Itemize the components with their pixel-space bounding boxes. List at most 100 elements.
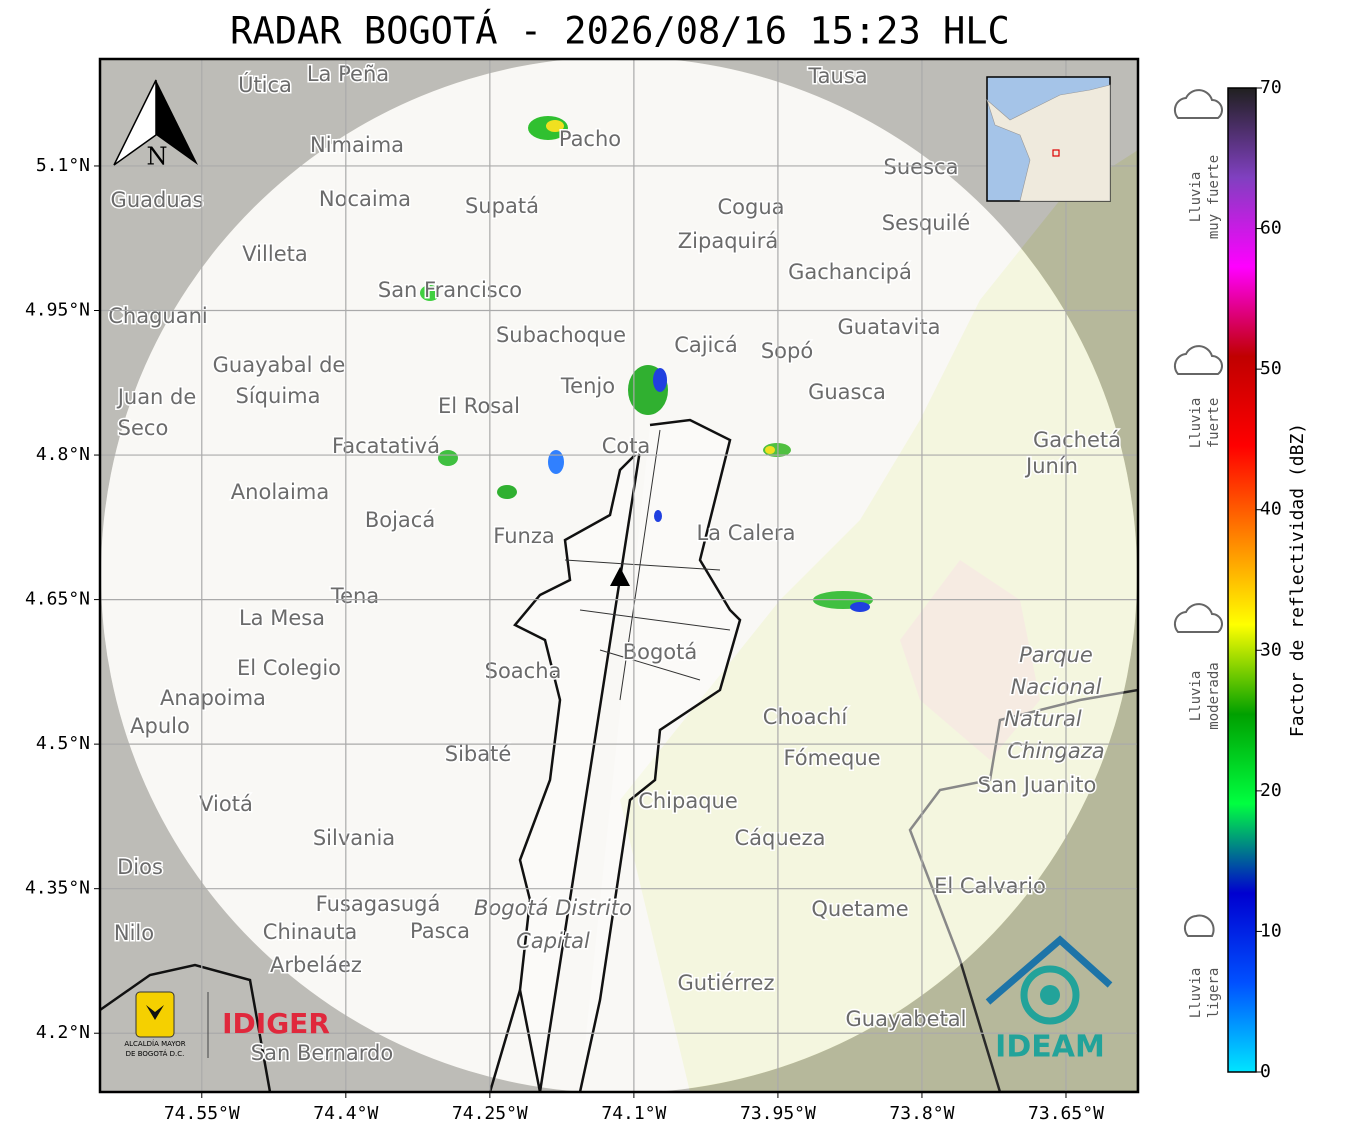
y-tick-label: 4.5°N: [36, 733, 90, 754]
map-frame: [98, 57, 1140, 1094]
place-label: Guasca: [808, 380, 886, 404]
place-label: Facatativá: [332, 434, 440, 458]
place-label: Silvania: [313, 826, 395, 850]
place-label: Cáqueza: [735, 826, 826, 850]
place-label: Junín: [1024, 454, 1078, 478]
x-tick-label: 74.1°W: [601, 1103, 666, 1124]
logo-text: DE BOGOTÁ D.C.: [126, 1049, 185, 1058]
alcaldia-logo: ALCALDÍA MAYOR DE BOGOTÁ D.C. IDIGER: [124, 991, 330, 1058]
place-label: Síquima: [236, 384, 321, 408]
y-tick-label: 4.95°N: [25, 300, 90, 321]
y-tick-label: 4.2°N: [36, 1022, 90, 1043]
inset-map: [986, 76, 1111, 202]
place-label: Gachancipá: [788, 260, 912, 284]
colorbar-tick-label: 10: [1260, 920, 1282, 941]
rain-class-label: moderada: [1206, 662, 1222, 729]
north-arrow: N: [113, 79, 198, 171]
place-label: Soacha: [485, 659, 562, 683]
x-tick-label: 73.95°W: [740, 1103, 816, 1124]
north-label: N: [147, 143, 168, 171]
radar-site: [610, 567, 630, 586]
place-label: La Peña: [307, 62, 389, 86]
place-label: Anapoima: [160, 686, 266, 710]
place-label: Guatavita: [838, 315, 941, 339]
x-tick-label: 74.25°W: [452, 1103, 528, 1124]
place-label: Gutiérrez: [678, 971, 775, 995]
place-label: Nacional: [1011, 675, 1102, 699]
colorbar-tick-label: 70: [1260, 77, 1282, 98]
y-tick-label: 4.65°N: [25, 589, 90, 610]
place-label: Dios: [117, 855, 163, 879]
rain-icons: [1173, 89, 1223, 937]
ideam-logo: IDEAM: [985, 935, 1113, 1065]
place-label: Guayabal de: [213, 353, 346, 377]
place-label: Sibaté: [445, 742, 512, 766]
x-tick-label: 73.65°W: [1028, 1103, 1104, 1124]
y-tick-label: 4.8°N: [36, 444, 90, 465]
place-label: Fusagasugá: [316, 892, 441, 916]
place-label: Sesquilé: [882, 211, 970, 235]
place-label: El Rosal: [438, 394, 520, 418]
place-label: Nocaima: [319, 187, 411, 211]
logo-text: ALCALDÍA MAYOR: [124, 1039, 185, 1048]
border-west: [100, 963, 522, 1092]
rain-class-label: ligera: [1206, 968, 1222, 1019]
place-label: Fómeque: [783, 746, 880, 770]
colorbar-tick-label: 40: [1260, 499, 1282, 520]
place-label: Chipaque: [638, 789, 738, 813]
place-label: Pasca: [410, 919, 470, 943]
place-label: Anolaima: [231, 480, 329, 504]
bogota-boundary: [513, 418, 742, 1092]
colorbar-tick-label: 20: [1260, 780, 1282, 801]
place-label: Útica: [238, 72, 292, 97]
place-label: El Colegio: [237, 656, 341, 680]
place-label: Cogua: [717, 195, 784, 219]
place-label: Bogotá Distrito: [474, 896, 632, 920]
place-label: Chinauta: [263, 920, 357, 944]
place-label: Natural: [1004, 707, 1082, 731]
ideam-text: IDEAM: [995, 1030, 1105, 1065]
place-label: Guaduas: [111, 188, 204, 212]
place-label: Bojacá: [365, 508, 435, 532]
place-label: San Bernardo: [251, 1041, 393, 1065]
place-label: Gachetá: [1033, 428, 1121, 452]
rain-class-label: Lluvia: [1188, 968, 1204, 1019]
place-label: Subachoque: [496, 323, 626, 347]
colorbar-tick-label: 0: [1260, 1061, 1271, 1082]
place-label: San Francisco: [378, 278, 522, 302]
place-label: Chaguani: [108, 304, 208, 328]
place-label: Supatá: [465, 194, 539, 218]
colorbar-tick-label: 60: [1260, 218, 1282, 239]
colorbar-tick-label: 50: [1260, 358, 1282, 379]
place-label: La Mesa: [239, 606, 325, 630]
place-label: San Juanito: [978, 773, 1097, 797]
rain-class-label: Lluvia: [1188, 398, 1204, 449]
place-label: Choachí: [763, 705, 849, 729]
place-label: Guayabetal: [846, 1007, 967, 1031]
place-label: Villeta: [242, 242, 307, 266]
colorbar: [1227, 87, 1257, 1073]
place-label: Seco: [118, 416, 169, 440]
place-label: Apulo: [130, 714, 190, 738]
grid: [100, 59, 1138, 1092]
localities: [564, 429, 731, 701]
place-label: Tausa: [807, 64, 867, 88]
place-label: Nilo: [114, 921, 154, 945]
place-label: Parque: [1019, 643, 1093, 667]
place-label: Suesca: [884, 155, 959, 179]
y-tick-label: 4.35°N: [25, 878, 90, 899]
place-label: Funza: [493, 524, 554, 548]
place-label: La Calera: [696, 521, 795, 545]
axis-ticks: 74.55°W 74.4°W 74.25°W 74.1°W 73.95°W 73.8°W 7…: [25, 155, 1104, 1124]
colorbar-label: Factor de reflectividad (dBZ): [1287, 423, 1308, 737]
place-label: Juan de: [116, 385, 197, 409]
x-tick-label: 74.55°W: [164, 1103, 240, 1124]
place-label: Zipaquirá: [678, 229, 778, 253]
place-label: Capital: [516, 929, 590, 953]
place-label: Quetame: [811, 897, 908, 921]
idiger-logo: IDIGER: [222, 1007, 330, 1040]
place-label: Sopó: [761, 339, 813, 363]
place-label: Viotá: [199, 792, 253, 816]
x-tick-label: 73.8°W: [889, 1103, 954, 1124]
